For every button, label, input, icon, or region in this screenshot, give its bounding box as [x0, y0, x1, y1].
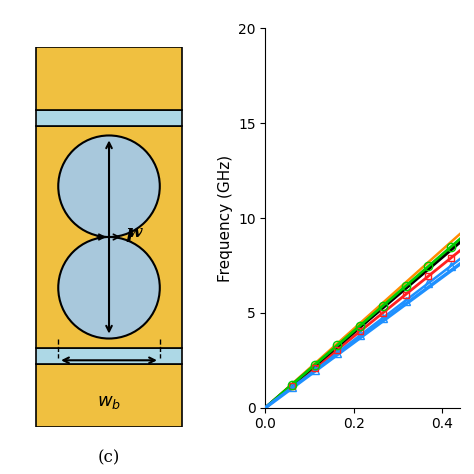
- Bar: [36, 365, 182, 427]
- Bar: [36, 348, 182, 365]
- Circle shape: [58, 136, 160, 237]
- Text: (c): (c): [98, 449, 120, 466]
- Text: l: l: [126, 228, 133, 246]
- Y-axis label: Frequency (GHz): Frequency (GHz): [218, 155, 233, 282]
- Bar: [36, 109, 182, 126]
- Text: $w_b$: $w_b$: [97, 393, 121, 411]
- Bar: [36, 126, 182, 348]
- Text: w: w: [128, 224, 142, 241]
- Bar: [36, 47, 182, 109]
- Circle shape: [58, 237, 160, 338]
